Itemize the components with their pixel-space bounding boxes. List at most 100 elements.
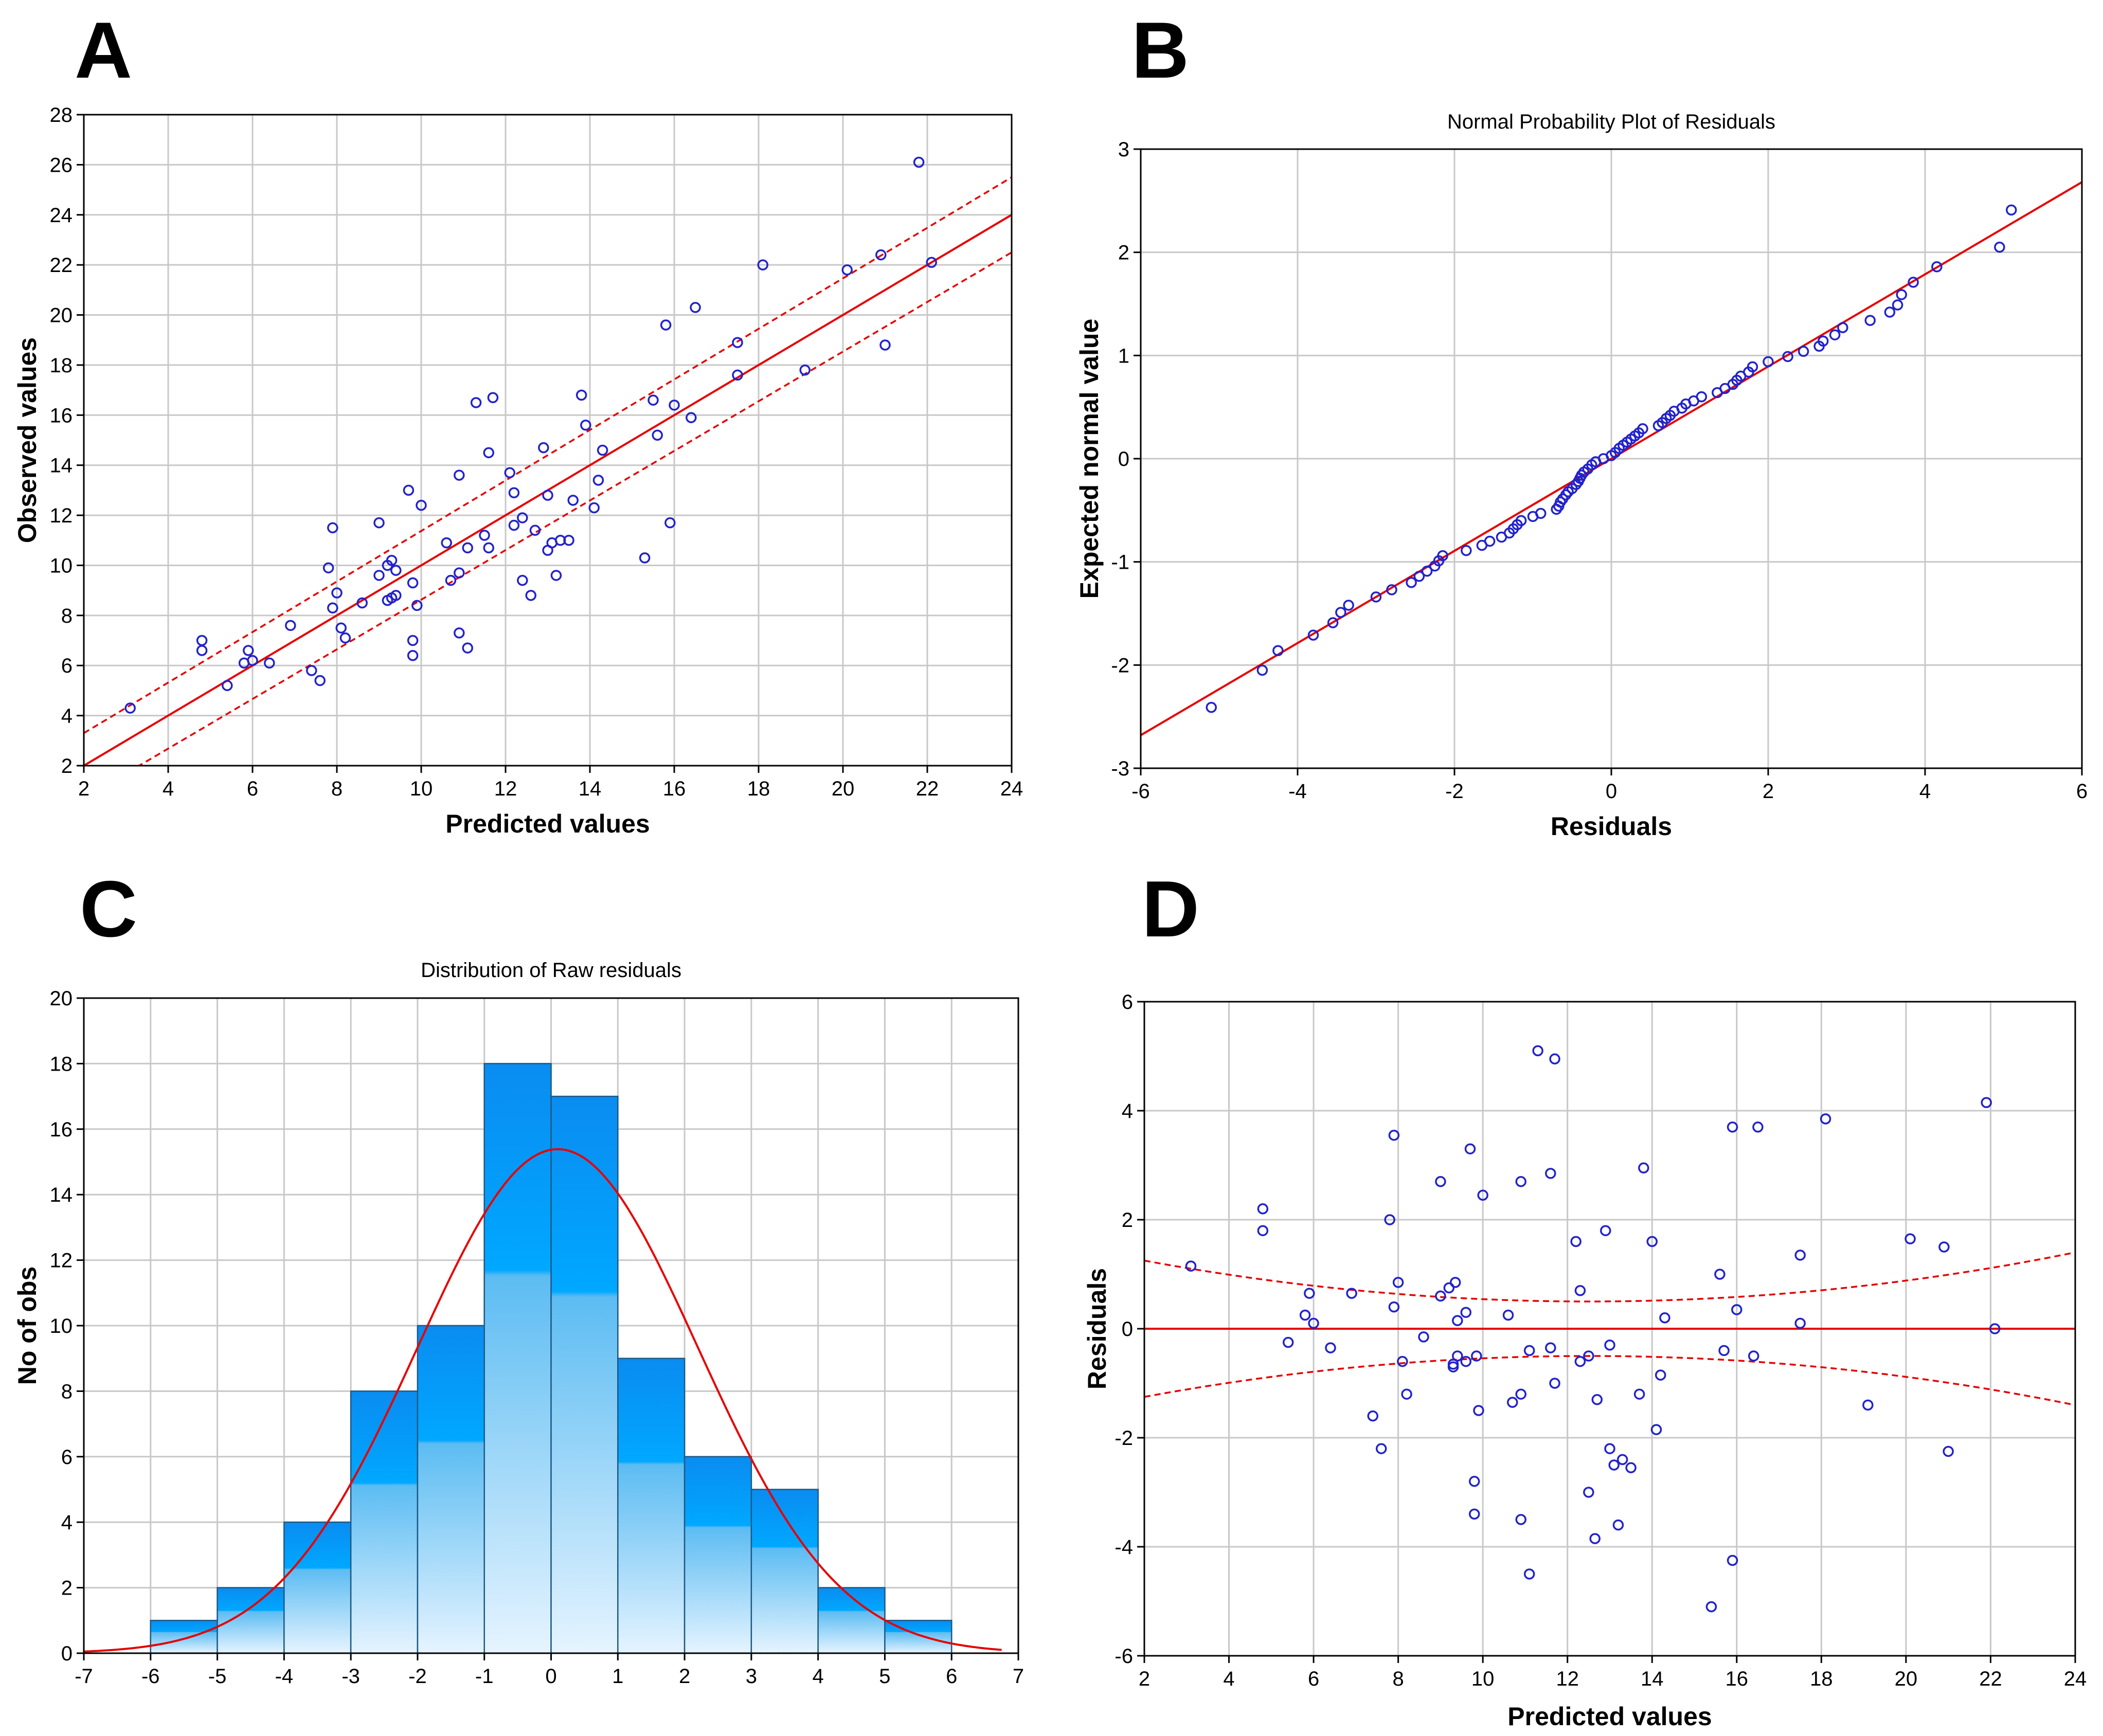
data-point bbox=[454, 469, 465, 481]
data-point bbox=[1384, 1214, 1395, 1225]
x-tick-label: -2 bbox=[408, 1665, 427, 1688]
data-point bbox=[1574, 1285, 1586, 1296]
y-tick-label: 18 bbox=[50, 1053, 73, 1075]
data-point bbox=[454, 567, 465, 578]
data-point bbox=[1608, 1459, 1620, 1471]
x-tick-label: 8 bbox=[331, 777, 343, 800]
y-tick-label: 0 bbox=[61, 1642, 73, 1665]
data-point bbox=[1591, 1394, 1603, 1405]
data-point bbox=[1256, 664, 1268, 676]
data-point bbox=[1633, 1388, 1645, 1400]
x-tick-label: 5 bbox=[879, 1665, 890, 1688]
x-tick-label: 10 bbox=[410, 777, 433, 800]
x-tick-label: 14 bbox=[1641, 1668, 1664, 1690]
data-point bbox=[1515, 515, 1527, 527]
histogram-bar bbox=[217, 1587, 285, 1654]
data-point bbox=[1782, 351, 1793, 363]
data-point bbox=[1616, 1454, 1628, 1466]
data-point bbox=[1502, 1309, 1514, 1321]
data-point bbox=[508, 519, 520, 531]
histogram-bar bbox=[617, 1358, 686, 1654]
x-tick-label: 20 bbox=[1895, 1668, 1918, 1690]
data-point bbox=[1727, 1554, 1738, 1566]
x-tick-label: -6 bbox=[1131, 780, 1150, 803]
data-point bbox=[1896, 289, 1907, 300]
data-point bbox=[1325, 1342, 1336, 1353]
x-tick-label: 22 bbox=[916, 777, 939, 800]
data-point bbox=[732, 337, 743, 348]
data-point bbox=[1752, 1122, 1764, 1133]
data-point bbox=[285, 620, 296, 631]
data-point bbox=[1696, 391, 1707, 403]
data-point bbox=[483, 542, 494, 554]
data-point bbox=[1892, 299, 1903, 311]
y-tick-label: -3 bbox=[1111, 757, 1129, 780]
data-point bbox=[1705, 1601, 1717, 1613]
x-tick-label: -3 bbox=[341, 1665, 360, 1688]
data-point bbox=[1904, 1233, 1916, 1244]
data-point bbox=[588, 502, 600, 514]
histogram-bar bbox=[483, 1063, 552, 1654]
y-tick-label: 16 bbox=[50, 1118, 73, 1141]
data-point bbox=[1449, 1277, 1461, 1288]
y-tick-label: 28 bbox=[50, 104, 73, 126]
y-tick-label: 10 bbox=[50, 1315, 73, 1337]
data-point bbox=[1308, 1317, 1319, 1329]
data-point bbox=[441, 537, 452, 549]
data-point bbox=[1460, 1355, 1472, 1367]
data-point bbox=[669, 400, 680, 411]
data-point bbox=[390, 590, 402, 601]
data-point bbox=[1452, 1350, 1463, 1362]
data-point bbox=[1549, 1053, 1560, 1065]
data-point bbox=[1535, 508, 1547, 519]
histogram-bar bbox=[684, 1456, 752, 1654]
data-point bbox=[487, 392, 499, 403]
chart-title: Normal Probability Plot of Residuals bbox=[1447, 111, 1775, 133]
y-tick-label: 12 bbox=[50, 504, 73, 527]
x-tick-label: 7 bbox=[1013, 1665, 1024, 1688]
data-point bbox=[454, 627, 465, 639]
x-tick-label: 1 bbox=[612, 1665, 623, 1688]
data-point bbox=[1748, 1350, 1759, 1362]
x-tick-label: -6 bbox=[141, 1665, 160, 1688]
data-point bbox=[1798, 346, 1809, 357]
data-point bbox=[1646, 1236, 1658, 1247]
histogram-bar bbox=[417, 1325, 485, 1654]
panel-label: B bbox=[1131, 6, 1189, 95]
data-point bbox=[652, 429, 663, 441]
data-point bbox=[1304, 1288, 1315, 1299]
y-tick-label: 26 bbox=[50, 154, 73, 176]
x-tick-label: 14 bbox=[579, 777, 602, 800]
data-point bbox=[1388, 1129, 1400, 1141]
y-tick-label: 8 bbox=[61, 1380, 73, 1403]
y-tick-label: 22 bbox=[50, 254, 73, 277]
plot-frame bbox=[1143, 1001, 2076, 1657]
data-point bbox=[1829, 329, 1841, 340]
lower-confidence-line bbox=[137, 251, 1012, 766]
data-point bbox=[1375, 1443, 1387, 1454]
data-point bbox=[322, 562, 334, 574]
data-point bbox=[529, 525, 541, 536]
normal-curve bbox=[83, 1148, 1002, 1653]
data-point bbox=[567, 495, 579, 506]
x-tick-label: -1 bbox=[475, 1665, 494, 1688]
data-point bbox=[542, 490, 553, 501]
x-axis-label: Residuals bbox=[1551, 812, 1672, 841]
data-point bbox=[913, 156, 925, 168]
data-point bbox=[1437, 550, 1448, 562]
data-point bbox=[1943, 1445, 1954, 1457]
data-point bbox=[196, 635, 208, 646]
data-point bbox=[1401, 1388, 1412, 1400]
data-point bbox=[660, 319, 672, 331]
x-tick-label: 2 bbox=[679, 1665, 690, 1688]
data-point bbox=[1727, 1122, 1738, 1133]
data-point bbox=[1545, 1168, 1556, 1179]
data-point bbox=[1435, 1290, 1446, 1302]
y-axis-label: Expected normal value bbox=[1075, 319, 1104, 599]
x-tick-label: 22 bbox=[1979, 1668, 2002, 1690]
data-point bbox=[1523, 1568, 1535, 1580]
x-tick-label: 8 bbox=[1393, 1668, 1404, 1690]
y-tick-label: 4 bbox=[61, 1511, 73, 1534]
data-point bbox=[1299, 1309, 1311, 1321]
